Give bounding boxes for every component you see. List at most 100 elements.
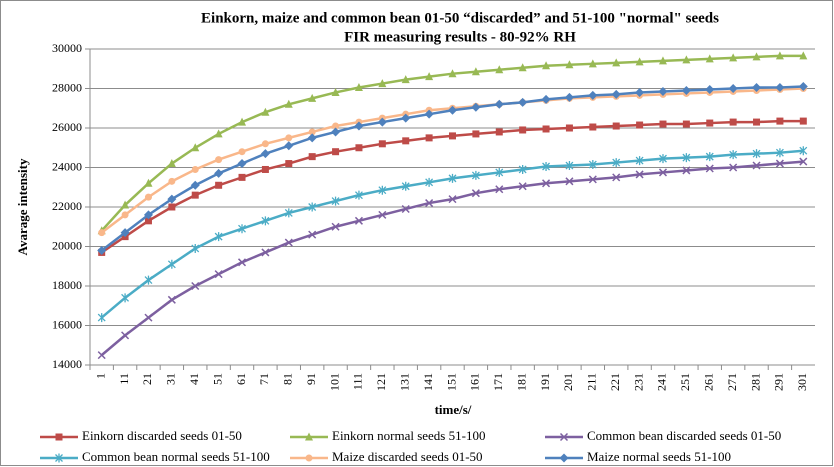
marker (144, 275, 153, 285)
y-tick-label: 22000 (52, 199, 82, 213)
x-tick-label: 1 (93, 373, 107, 379)
marker (729, 118, 737, 126)
marker (495, 185, 504, 194)
marker (658, 86, 668, 96)
marker (659, 154, 667, 164)
marker (448, 69, 457, 78)
marker (471, 170, 480, 180)
y-axis-title: Avarage intensity (15, 158, 30, 255)
marker (588, 59, 597, 68)
x-tick-label: 301 (795, 373, 809, 391)
marker (799, 157, 808, 166)
marker (121, 211, 129, 219)
marker (682, 55, 691, 64)
marker (448, 195, 457, 204)
marker (471, 67, 480, 76)
marker (261, 248, 270, 257)
marker (798, 82, 808, 92)
marker (425, 177, 434, 187)
marker (378, 210, 387, 219)
marker (775, 159, 784, 168)
marker (799, 146, 808, 156)
legend-label: Common bean discarded seeds 01-50 (587, 428, 781, 443)
marker (706, 119, 714, 127)
chart-title: Einkorn, maize and common bean 01-50 “di… (201, 10, 719, 26)
marker (167, 194, 177, 204)
marker (261, 216, 270, 226)
x-tick-label: 211 (585, 373, 599, 391)
marker (635, 156, 644, 166)
marker (144, 217, 152, 225)
marker (424, 109, 434, 119)
x-tick-label: 131 (397, 373, 411, 391)
x-tick-label: 81 (281, 373, 295, 385)
marker (332, 148, 340, 156)
marker (144, 178, 153, 187)
marker (495, 65, 504, 74)
marker (681, 85, 691, 95)
marker (559, 453, 569, 463)
x-tick-label: 281 (748, 373, 762, 391)
marker (97, 245, 107, 255)
x-tick-label: 11 (117, 373, 131, 385)
x-tick-label: 51 (210, 373, 224, 385)
marker (168, 203, 176, 211)
marker (167, 295, 176, 304)
marker (635, 170, 644, 179)
marker (589, 123, 597, 131)
legend-label: Maize normal seeds 51-100 (587, 449, 731, 464)
marker (401, 113, 411, 123)
marker (121, 200, 130, 209)
y-tick-label: 20000 (52, 238, 82, 252)
legend-label: Einkorn normal seeds 51-100 (332, 428, 485, 443)
marker (705, 164, 714, 173)
x-tick-label: 171 (491, 373, 505, 391)
marker (354, 190, 363, 200)
marker (799, 51, 808, 60)
marker (191, 243, 200, 253)
y-tick-label: 18000 (52, 278, 82, 292)
marker (214, 270, 223, 279)
marker (612, 58, 621, 67)
marker (705, 152, 714, 162)
y-tick-label: 24000 (52, 159, 82, 173)
marker (378, 185, 387, 195)
marker (378, 79, 387, 88)
marker (559, 432, 569, 442)
marker (636, 121, 644, 129)
marker (55, 433, 63, 441)
marker (401, 75, 410, 84)
marker (305, 454, 313, 462)
marker (285, 160, 293, 168)
marker (565, 177, 574, 186)
x-tick-label: 101 (327, 373, 341, 391)
x-tick-label: 291 (772, 373, 786, 391)
chart-subtitle: FIR measuring results - 80-92% RH (344, 29, 576, 45)
x-tick-label: 31 (164, 373, 178, 385)
marker (776, 117, 784, 125)
marker (308, 153, 316, 161)
marker (752, 149, 761, 159)
marker (753, 118, 761, 126)
marker (425, 72, 434, 81)
marker (659, 120, 667, 128)
marker (495, 167, 504, 177)
marker (425, 134, 433, 142)
marker (237, 159, 247, 169)
marker (752, 52, 761, 61)
x-tick-label: 161 (468, 373, 482, 391)
marker (542, 125, 550, 133)
marker (354, 83, 363, 92)
marker (354, 121, 364, 131)
marker (471, 102, 481, 112)
marker (472, 130, 480, 138)
marker (495, 128, 503, 136)
marker (682, 153, 691, 163)
marker (331, 222, 340, 231)
marker (214, 168, 224, 178)
marker (308, 93, 317, 102)
x-tick-label: 181 (514, 373, 528, 391)
marker (355, 144, 363, 152)
marker (285, 134, 293, 142)
